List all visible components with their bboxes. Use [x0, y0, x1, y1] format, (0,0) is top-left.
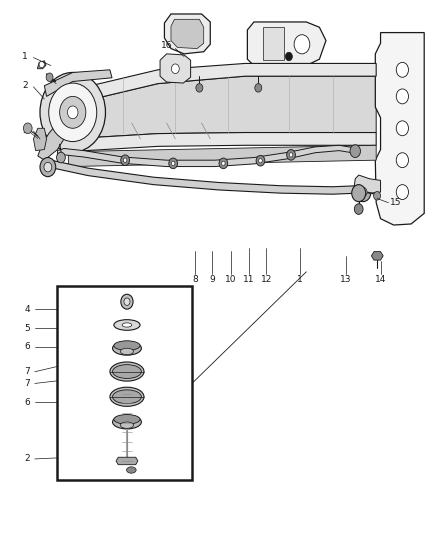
Polygon shape [68, 133, 376, 152]
Circle shape [396, 62, 409, 77]
Text: 5: 5 [24, 324, 30, 333]
Text: 6: 6 [24, 398, 30, 407]
Text: 7: 7 [24, 367, 30, 376]
Text: 14: 14 [375, 275, 386, 284]
Circle shape [259, 159, 262, 163]
Text: 13: 13 [340, 275, 351, 284]
Circle shape [396, 89, 409, 104]
Text: 1: 1 [297, 275, 303, 284]
Text: 7: 7 [24, 379, 30, 388]
Polygon shape [68, 146, 376, 166]
Ellipse shape [113, 390, 141, 403]
Text: 1: 1 [22, 52, 28, 61]
Text: 11: 11 [243, 275, 254, 284]
Circle shape [255, 84, 262, 92]
Ellipse shape [114, 415, 140, 424]
Circle shape [354, 204, 363, 214]
Circle shape [57, 152, 65, 163]
Circle shape [40, 72, 106, 152]
Circle shape [121, 155, 130, 165]
Text: 9: 9 [209, 275, 215, 284]
Ellipse shape [122, 323, 132, 327]
Polygon shape [354, 175, 381, 193]
Polygon shape [44, 70, 112, 96]
Circle shape [124, 158, 127, 163]
Circle shape [40, 158, 56, 176]
Circle shape [294, 35, 310, 54]
Ellipse shape [120, 348, 134, 354]
Polygon shape [38, 123, 64, 160]
Text: 15: 15 [390, 198, 402, 207]
Circle shape [44, 163, 52, 172]
Polygon shape [171, 19, 204, 49]
Text: 12: 12 [261, 275, 272, 284]
Text: 3: 3 [22, 126, 28, 135]
Circle shape [124, 298, 130, 305]
Polygon shape [247, 22, 326, 66]
Circle shape [287, 150, 295, 160]
Polygon shape [164, 14, 210, 54]
Circle shape [121, 294, 133, 309]
Polygon shape [37, 61, 46, 69]
Text: 10: 10 [225, 275, 237, 284]
Ellipse shape [113, 415, 141, 429]
Circle shape [359, 187, 367, 197]
Circle shape [350, 145, 360, 158]
Ellipse shape [110, 387, 144, 406]
Polygon shape [116, 457, 138, 465]
Ellipse shape [114, 320, 140, 330]
Text: 2: 2 [24, 455, 30, 463]
Circle shape [355, 182, 371, 201]
Polygon shape [263, 27, 285, 60]
Circle shape [219, 158, 228, 168]
Polygon shape [375, 33, 424, 225]
Polygon shape [33, 128, 46, 151]
Ellipse shape [114, 341, 140, 350]
Polygon shape [44, 160, 367, 195]
Polygon shape [68, 76, 376, 139]
Circle shape [396, 121, 409, 136]
Circle shape [171, 64, 179, 74]
Polygon shape [68, 63, 376, 105]
Ellipse shape [113, 341, 141, 355]
Text: 8: 8 [192, 275, 198, 284]
Circle shape [396, 184, 409, 199]
Ellipse shape [127, 467, 136, 473]
Ellipse shape [113, 365, 141, 378]
Circle shape [60, 96, 86, 128]
Bar [57, 286, 192, 480]
Polygon shape [371, 252, 383, 260]
Circle shape [67, 106, 78, 119]
Circle shape [23, 123, 32, 134]
Circle shape [171, 161, 175, 165]
Polygon shape [57, 146, 359, 166]
Circle shape [196, 84, 203, 92]
Circle shape [374, 191, 381, 200]
Circle shape [169, 158, 177, 168]
Text: 16: 16 [161, 41, 173, 50]
Circle shape [222, 161, 225, 165]
Circle shape [39, 61, 44, 68]
Circle shape [49, 83, 97, 142]
Circle shape [256, 156, 265, 166]
Text: 6: 6 [24, 342, 30, 351]
Circle shape [396, 153, 409, 167]
Circle shape [289, 153, 293, 157]
Ellipse shape [120, 422, 134, 429]
Polygon shape [160, 54, 191, 83]
Circle shape [286, 52, 292, 61]
Text: 4: 4 [24, 304, 30, 313]
Circle shape [352, 184, 366, 201]
Ellipse shape [110, 362, 144, 381]
Circle shape [46, 73, 53, 82]
Text: 2: 2 [22, 81, 28, 90]
